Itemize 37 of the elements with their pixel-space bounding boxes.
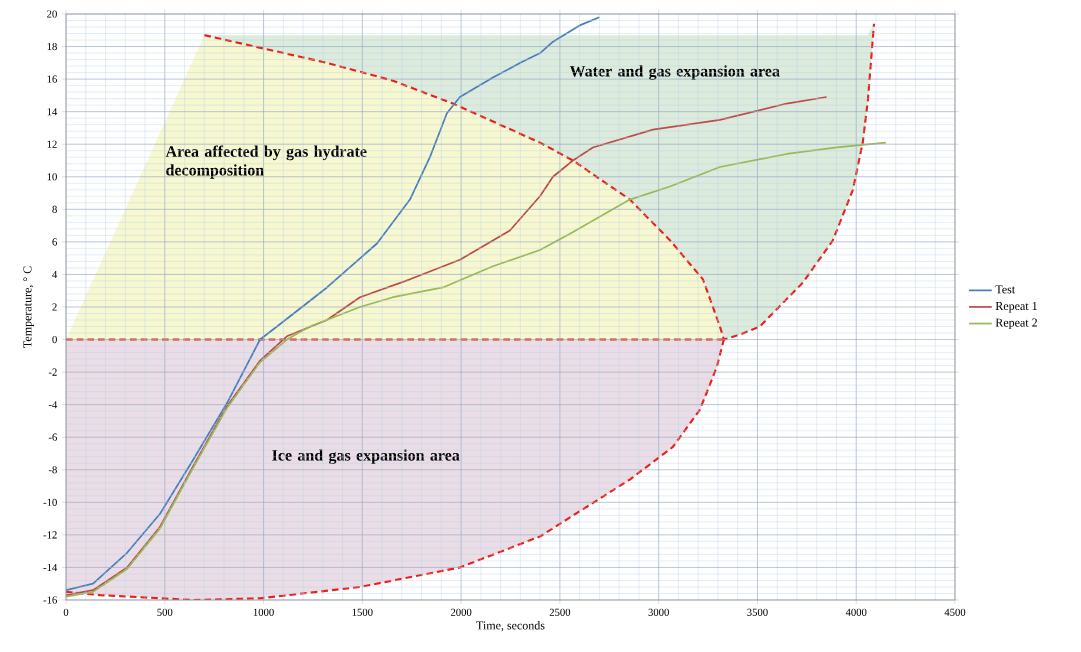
y-tick-label: -6: [48, 433, 57, 441]
y-axis-title: Temperature, ° C: [23, 266, 34, 348]
y-tick-label: -14: [43, 563, 58, 571]
x-tick-label: 0: [63, 608, 69, 616]
y-tick-label: 6: [52, 238, 57, 246]
y-tick-label: 16: [47, 75, 57, 83]
x-tick-label: 500: [157, 608, 173, 616]
x-tick-label: 2000: [450, 608, 472, 616]
y-tick-label: -16: [43, 596, 57, 604]
x-axis-title: Time, seconds: [476, 621, 545, 632]
x-tick-label: 3000: [648, 608, 669, 616]
annotation: Water and gas expansion area: [569, 65, 780, 80]
y-tick-label: 14: [47, 108, 58, 116]
y-tick-label: -2: [48, 368, 57, 376]
y-tick-label: 12: [47, 140, 57, 148]
y-tick-label: 10: [47, 173, 57, 181]
y-tick-label: 4: [52, 270, 58, 278]
annotation: Area affected by gas hydrate decomposition: [165, 145, 367, 179]
y-tick-label: -12: [43, 531, 57, 539]
x-tick-label: 2500: [549, 608, 571, 616]
y-tick-label: -8: [48, 466, 57, 474]
y-tick-label: 20: [47, 10, 57, 18]
x-tick-label: 1500: [352, 608, 373, 616]
y-tick-label: -10: [43, 498, 57, 506]
x-tick-label: 4500: [944, 608, 966, 616]
legend-label: Test: [995, 285, 1016, 294]
legend-label: Repeat 1: [995, 301, 1037, 313]
y-tick-label: 8: [52, 205, 57, 213]
y-tick-label: 18: [47, 42, 57, 51]
annotation: Ice and gas expansion area: [272, 449, 460, 465]
y-tick-label: 0: [52, 335, 57, 344]
y-tick-label: -4: [48, 401, 58, 409]
y-tick-label: 2: [52, 303, 57, 311]
x-tick-label: 4000: [845, 608, 867, 616]
x-tick-label: 3500: [747, 608, 768, 616]
x-tick-label: 1000: [253, 608, 274, 616]
legend-label: Repeat 2: [995, 318, 1037, 330]
